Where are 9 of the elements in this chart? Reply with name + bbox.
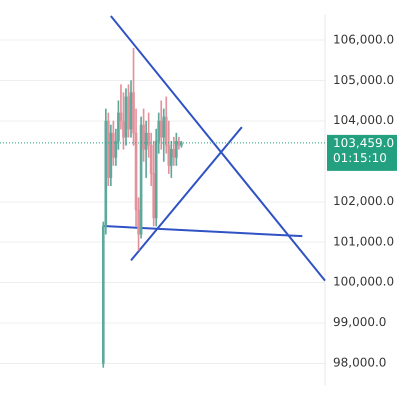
y-tick-label: 100,000.0 bbox=[333, 274, 394, 289]
y-tick-label: 102,000.0 bbox=[333, 194, 394, 208]
y-tick-label: 99,000.0 bbox=[333, 315, 386, 330]
y-tick-label: 98,000.0 bbox=[333, 356, 386, 370]
y-tick-label: 105,000.0 bbox=[333, 72, 394, 87]
ref-line-label: 103,459.0 01:15:10 bbox=[333, 136, 394, 166]
y-tick-label: 101,000.0 bbox=[333, 234, 394, 248]
y-tick-label: 104,000.0 bbox=[333, 113, 394, 128]
y-tick-label: 106,000.0 bbox=[333, 32, 394, 46]
